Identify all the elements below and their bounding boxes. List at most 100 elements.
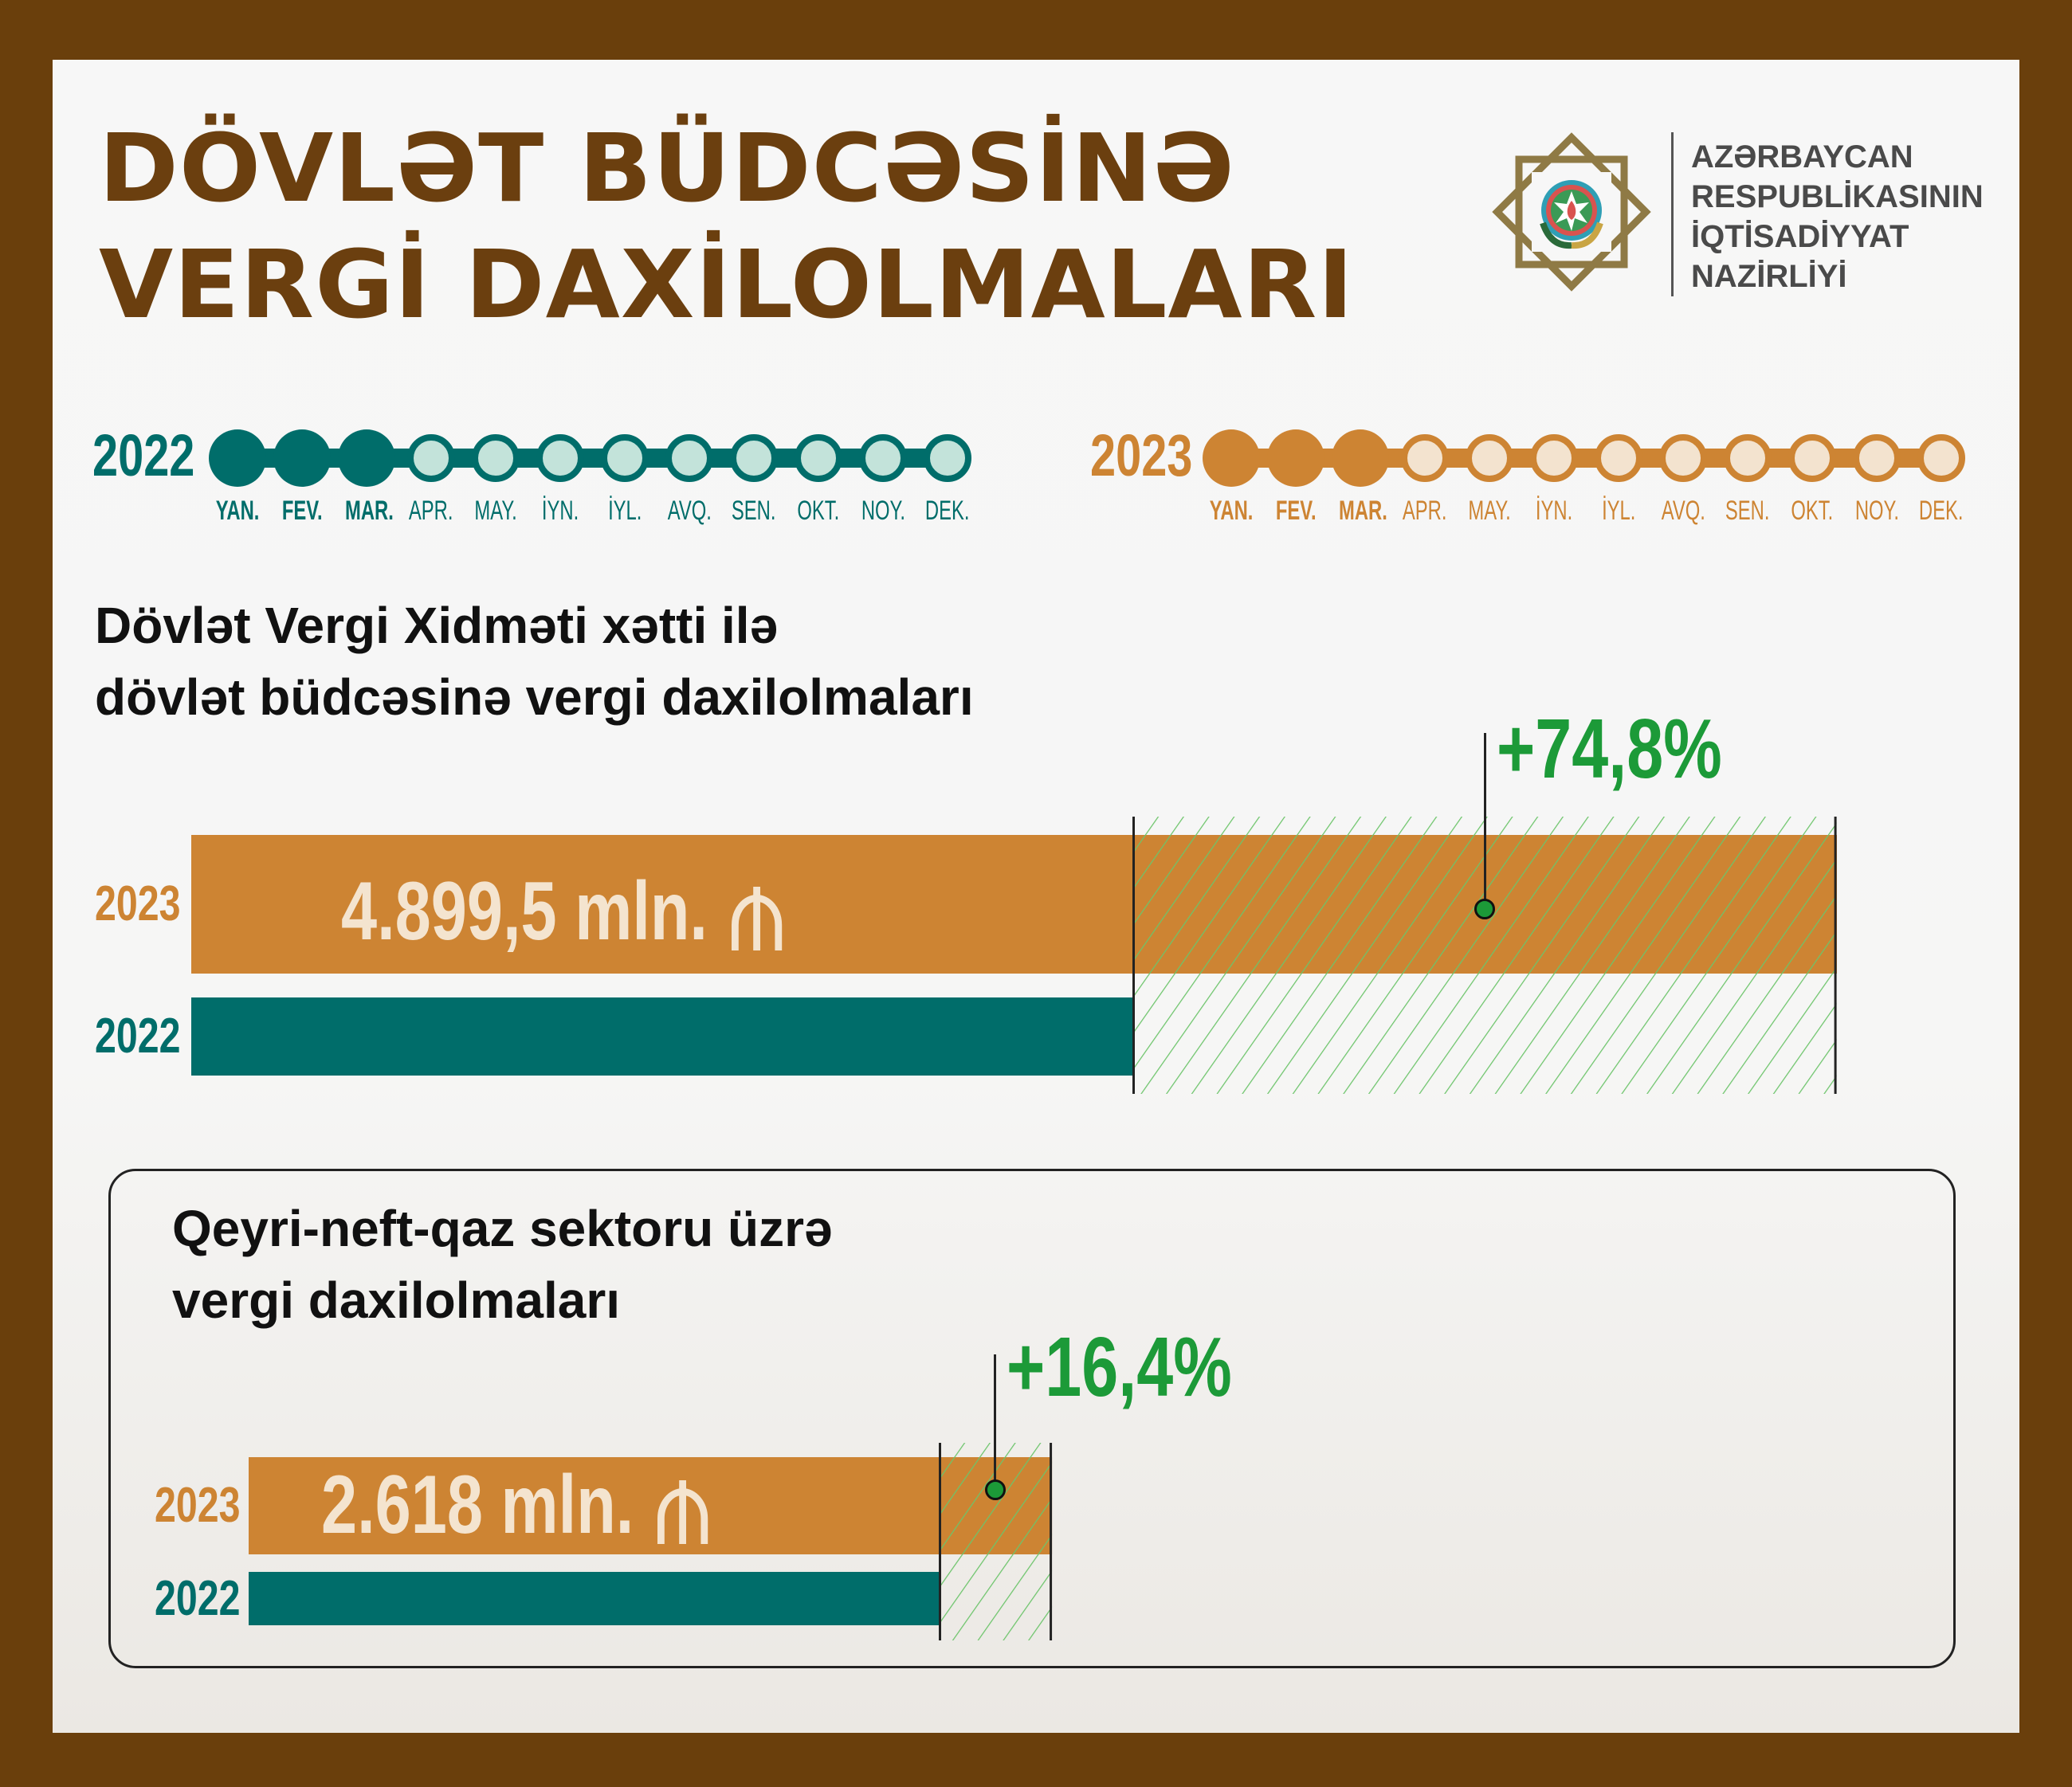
logo-divider xyxy=(1671,132,1674,296)
bar-2023 xyxy=(249,1457,1052,1554)
month-dot-empty xyxy=(601,434,649,482)
month-dot-empty xyxy=(536,434,584,482)
month-dot-empty xyxy=(1917,434,1965,482)
manat-icon xyxy=(731,887,783,950)
ministry-line: RESPUBLİKASININ xyxy=(1691,179,1984,214)
change-text: +74,8% xyxy=(1497,702,1722,796)
heading-line: Dövlət Vergi Xidməti xətti ilə xyxy=(95,597,779,654)
change-percent-label: +16,4% xyxy=(1007,1319,1295,1416)
month-text: APR. xyxy=(409,496,453,526)
month-label: AVQ. xyxy=(1651,496,1715,527)
month-label: OKT. xyxy=(787,496,850,527)
month-label: SEN. xyxy=(1716,496,1780,527)
year-text: 2023 xyxy=(1090,422,1193,488)
title-line-1: DÖVLƏT BÜDCƏSİNƏ xyxy=(99,113,1235,223)
timeline-year-label: 2022 xyxy=(92,421,224,489)
month-text: DEK. xyxy=(1919,496,1964,526)
bar-value-label: 2.618 mln. xyxy=(321,1458,722,1553)
non-oil-gas-box xyxy=(108,1169,1956,1668)
month-label: AVQ. xyxy=(657,496,721,527)
month-label: DEK. xyxy=(1909,496,1973,527)
month-dot-empty xyxy=(795,434,842,482)
month-dot-empty xyxy=(665,434,713,482)
timeline-year-label: 2023 xyxy=(1090,421,1222,489)
month-label: YAN. xyxy=(1199,496,1263,527)
month-text: YAN. xyxy=(1209,496,1254,526)
section1-heading: Dövlət Vergi Xidməti xətti ilə dövlət bü… xyxy=(95,590,974,733)
month-text: APR. xyxy=(1403,496,1447,526)
month-label: DEK. xyxy=(916,496,979,527)
month-label: NOY. xyxy=(1845,496,1909,527)
bar-category-label: 2023 xyxy=(95,876,205,932)
month-dot-empty xyxy=(1466,434,1513,482)
category-text: 2023 xyxy=(155,1478,241,1533)
leader-dot xyxy=(1474,899,1496,919)
month-label: MAR. xyxy=(1328,496,1392,527)
month-text: FEV. xyxy=(1275,496,1317,526)
change-text: +16,4% xyxy=(1007,1320,1232,1414)
month-dot-empty xyxy=(1595,434,1642,482)
month-dot-filled xyxy=(209,429,266,487)
leader-line xyxy=(994,1354,997,1490)
section2-heading: Qeyri-neft-qaz sektoru üzrə vergi daxilo… xyxy=(172,1193,833,1336)
month-label: APR. xyxy=(1393,496,1457,527)
month-text: MAY. xyxy=(1468,496,1511,526)
month-label: MAR. xyxy=(335,496,398,527)
month-dot-empty xyxy=(407,434,455,482)
month-text: NOY. xyxy=(1854,496,1899,526)
month-label: İYN. xyxy=(1522,496,1586,527)
month-dot-empty xyxy=(1401,434,1449,482)
month-label: SEN. xyxy=(722,496,786,527)
manat-icon xyxy=(657,1480,708,1544)
category-text: 2022 xyxy=(95,1009,181,1064)
month-dot-filled xyxy=(273,429,331,487)
month-label: FEV. xyxy=(1264,496,1328,527)
heading-line: dövlət büdcəsinə vergi daxilolmaları xyxy=(95,668,974,726)
month-text: AVQ. xyxy=(667,496,712,526)
ministry-line: NAZİRLİYİ xyxy=(1691,259,1847,294)
month-text: İYL. xyxy=(1601,496,1636,526)
month-label: YAN. xyxy=(206,496,269,527)
category-text: 2022 xyxy=(155,1570,241,1626)
bar-category-label: 2022 xyxy=(155,1570,265,1627)
month-label: FEV. xyxy=(270,496,334,527)
bar-value-label: 4.899,5 mln. xyxy=(341,864,811,959)
ministry-logo xyxy=(1492,132,1651,292)
bar-2022 xyxy=(249,1572,939,1625)
bar-category-label: 2023 xyxy=(155,1477,265,1534)
category-text: 2023 xyxy=(95,876,181,931)
month-text: SEN. xyxy=(732,496,776,526)
month-text: NOY. xyxy=(861,496,905,526)
month-dot-empty xyxy=(1724,434,1772,482)
month-text: OKT. xyxy=(1791,496,1834,526)
value-text: 4.899,5 mln. xyxy=(341,865,708,958)
month-label: İYL. xyxy=(1587,496,1650,527)
month-label: MAY. xyxy=(464,496,528,527)
month-text: MAR. xyxy=(345,496,394,526)
month-text: YAN. xyxy=(215,496,260,526)
month-text: AVQ. xyxy=(1661,496,1705,526)
month-text: OKT. xyxy=(797,496,840,526)
heading-line: vergi daxilolmaları xyxy=(172,1272,621,1329)
month-dot-empty xyxy=(1853,434,1901,482)
month-label: OKT. xyxy=(1780,496,1844,527)
month-dot-filled xyxy=(1203,429,1260,487)
value-text: 2.618 mln. xyxy=(321,1459,634,1551)
month-dot-empty xyxy=(859,434,907,482)
ministry-line: İQTİSADİYYAT xyxy=(1691,219,1909,254)
month-dot-empty xyxy=(730,434,778,482)
month-dot-filled xyxy=(1267,429,1324,487)
month-dot-empty xyxy=(472,434,520,482)
month-label: İYN. xyxy=(528,496,592,527)
change-percent-label: +74,8% xyxy=(1497,701,1785,797)
month-text: MAR. xyxy=(1339,496,1387,526)
month-dot-filled xyxy=(1332,429,1389,487)
month-dot-empty xyxy=(924,434,971,482)
bar-category-label: 2022 xyxy=(95,1008,205,1064)
month-label: APR. xyxy=(399,496,463,527)
month-text: DEK. xyxy=(925,496,970,526)
month-dot-empty xyxy=(1659,434,1707,482)
month-text: MAY. xyxy=(474,496,517,526)
month-label: İYL. xyxy=(593,496,657,527)
page-title: DÖVLƏT BÜDCƏSİNƏ VERGİ DAXİLOLMALARI xyxy=(99,110,1353,343)
